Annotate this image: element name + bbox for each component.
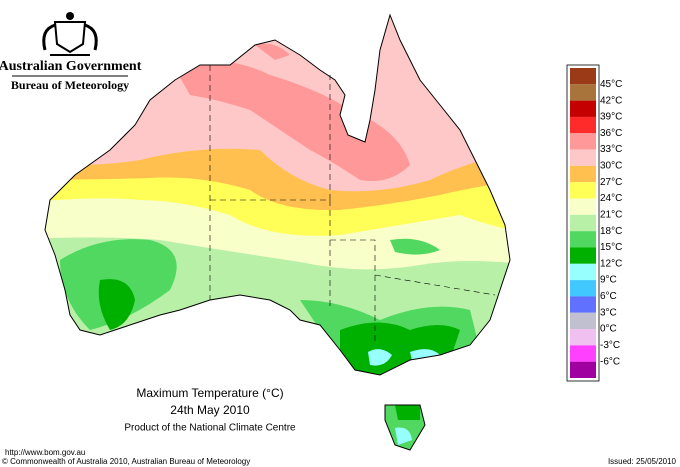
legend-label: 0°C (600, 324, 617, 335)
legend-label: 36°C (600, 128, 622, 139)
url: http://www.bom.gov.au (5, 448, 85, 457)
legend-swatch (570, 312, 596, 330)
legend-swatch (570, 280, 596, 297)
legend-label: 27°C (600, 177, 622, 188)
legend-label: -6°C (600, 356, 620, 367)
legend-label: 3°C (600, 307, 617, 318)
legend-swatch (570, 133, 596, 150)
legend-swatch (570, 296, 596, 313)
legend-label: 24°C (600, 193, 622, 204)
legend-label: 15°C (600, 242, 622, 253)
bureau: Bureau of Meteorology (11, 78, 129, 92)
legend-swatch (570, 345, 596, 362)
legend-swatch (570, 361, 596, 378)
legend-swatch (570, 149, 596, 166)
legend: 45°C 42°C 39°C 36°C 33°C 30°C 27°C 24°C 21°C 18°C… (566, 64, 622, 382)
copyright: © Commonwealth of Australia 2010, Austra… (2, 457, 250, 466)
legend-label: 18°C (600, 226, 622, 237)
legend-swatch (570, 198, 596, 215)
legend-label: 30°C (600, 161, 622, 172)
legend-label: 42°C (600, 95, 622, 106)
state-borders (209, 65, 496, 345)
legend-swatch (570, 68, 596, 85)
legend-swatch (570, 329, 596, 346)
legend-swatch (570, 116, 596, 134)
legend-label: 45°C (600, 79, 622, 90)
legend-swatch (570, 84, 596, 101)
logo (42, 12, 98, 56)
legend-swatch (570, 182, 596, 199)
legend-label: 12°C (600, 258, 622, 269)
legend-label: 21°C (600, 209, 622, 220)
legend-swatch (570, 231, 596, 248)
issued: Issued: 25/05/2010 (608, 457, 677, 466)
legend-label: 9°C (600, 275, 617, 286)
legend-label: 33°C (600, 144, 622, 155)
map-title: Maximum Temperature (°C) (136, 386, 283, 400)
legend-swatch (570, 263, 596, 281)
legend-label: -3°C (600, 340, 620, 351)
legend-label: 39°C (600, 112, 622, 123)
legend-swatch (570, 100, 596, 117)
map-date: 24th May 2010 (170, 403, 250, 417)
map-credit: Product of the National Climate Centre (124, 423, 296, 434)
legend-swatch (570, 214, 596, 232)
legend-swatch (570, 165, 596, 183)
legend-label: 6°C (600, 291, 617, 302)
government: Australian Government (0, 59, 142, 74)
legend-swatch (570, 247, 596, 264)
